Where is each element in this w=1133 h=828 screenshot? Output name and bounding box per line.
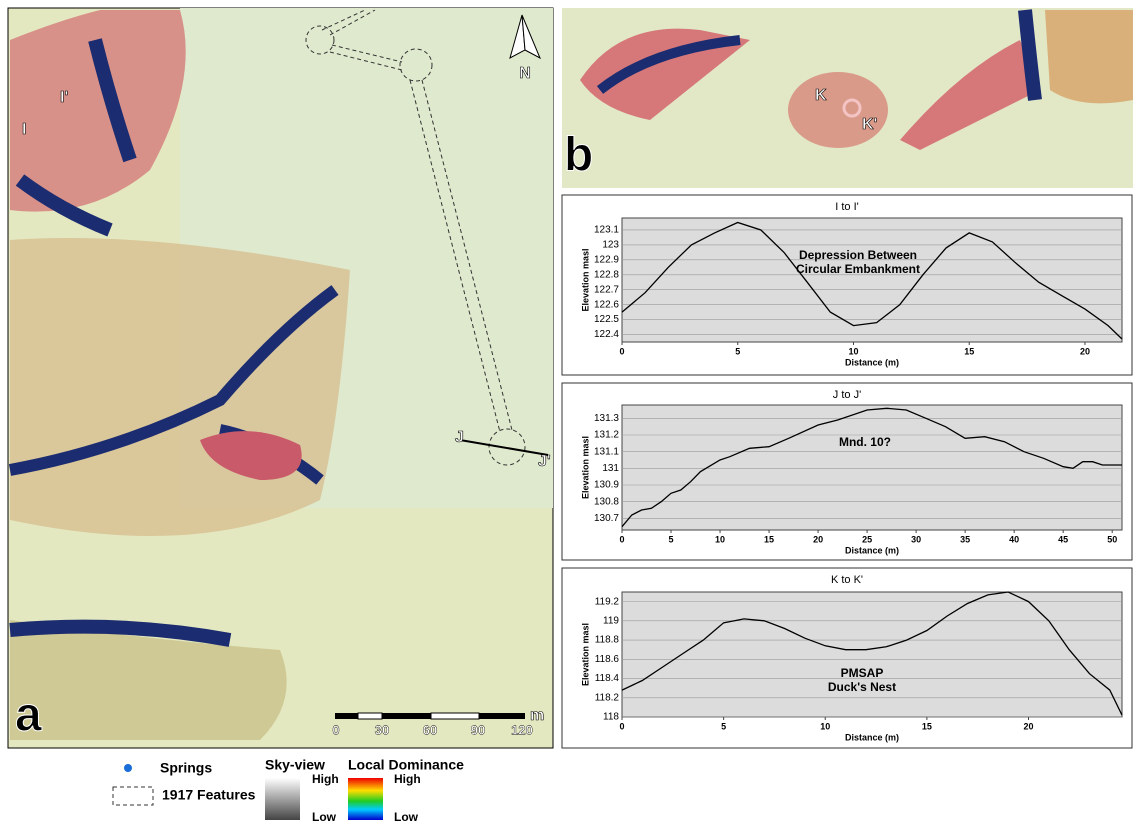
y-tick-label: 122.4 [594,329,619,340]
y-tick-label: 122.8 [594,269,619,280]
ridge [10,238,350,536]
y-tick-label: 130.9 [594,480,619,491]
plot-area [622,592,1122,717]
y-tick-label: 122.7 [594,284,619,295]
panel-label: b [564,129,593,182]
y-tick-label: 131 [602,463,619,474]
y-tick-label: 131.3 [594,413,619,424]
annotation: Mnd. 10? [839,435,891,449]
legend-label: Springs [160,760,212,776]
x-tick-label: 45 [1058,534,1068,544]
legend-label: 1917 Features [162,787,256,803]
legend-label: High [394,772,421,786]
chart-title: K to K' [831,574,863,586]
x-tick-label: 0 [619,721,624,731]
map-label: J [455,429,464,446]
y-tick-label: 118.2 [595,692,620,703]
x-tick-label: 20 [1023,721,1033,731]
map-label: I [22,121,26,138]
y-tick-label: 118 [603,712,619,723]
map-b: b K K' [562,8,1133,188]
scale-unit: m [530,707,544,724]
profile-chart: J to J' Elevation masl Distance (m) 130.7 13… [562,383,1132,560]
y-tick-label: 119 [603,615,619,626]
y-tick-label: 118.4 [595,673,620,684]
y-axis-label: Elevation masl [580,436,590,499]
y-tick-label: 130.8 [594,496,619,507]
x-tick-label: 35 [960,534,970,544]
legend-label: High [312,772,339,786]
annotation: Depression Between [799,248,917,262]
scale-label: 30 [375,722,389,737]
x-tick-label: 15 [764,534,774,544]
scale-label: 60 [423,722,437,737]
figure: N a I I' J J' 0 30 60 90 120 m b K K' Spring… [0,0,1133,823]
annotation: PMSAP [841,666,884,680]
chart-title: I to I' [835,201,859,213]
y-tick-label: 118.8 [595,635,620,646]
y-axis-label: Elevation masl [580,248,590,311]
x-tick-label: 5 [735,346,740,356]
x-tick-label: 0 [619,346,624,356]
north-label: N [519,65,531,82]
spring-icon [124,764,132,772]
y-axis-label: Elevation masl [580,623,590,686]
x-tick-label: 10 [715,534,725,544]
y-tick-label: 123.1 [594,225,619,236]
annotation: Duck's Nest [828,680,896,694]
x-tick-label: 50 [1107,534,1117,544]
x-tick-label: 0 [619,534,624,544]
x-axis-label: Distance (m) [845,732,899,742]
x-tick-label: 15 [922,721,932,731]
plot-area [622,405,1122,530]
y-tick-label: 122.5 [594,314,619,325]
x-tick-label: 15 [964,346,974,356]
y-tick-label: 131.2 [594,430,619,441]
x-axis-label: Distance (m) [845,545,899,555]
feature-icon [113,787,153,805]
annotation: Circular Embankment [796,262,920,276]
y-tick-label: 123 [602,240,619,251]
chart-title: J to J' [833,389,861,401]
y-tick-label: 122.9 [594,254,619,265]
y-tick-label: 118.6 [595,654,620,665]
mound [788,72,888,148]
map-label: J' [538,453,551,470]
scale-label: 0 [332,722,339,737]
map-label: K' [862,116,877,133]
map-a: N a I I' J J' 0 30 60 90 120 m [8,8,553,748]
y-tick-label: 119.2 [595,596,620,607]
x-tick-label: 25 [862,534,872,544]
skyview-ramp [265,778,300,820]
x-tick-label: 5 [721,721,726,731]
profile-chart: K to K' Elevation masl Distance (m) 118 118.… [562,568,1132,748]
dominance-ramp [348,778,383,820]
x-tick-label: 10 [820,721,830,731]
y-tick-label: 131.1 [594,446,619,457]
x-tick-label: 10 [848,346,858,356]
x-tick-label: 20 [813,534,823,544]
x-axis-label: Distance (m) [845,357,899,367]
map-label: I' [60,89,68,106]
profile-chart: I to I' Elevation masl Distance (m) 122.4 12… [562,195,1132,375]
y-tick-label: 122.6 [594,299,619,310]
legend-label: Low [312,810,337,823]
legend-label: Sky-view [265,757,325,773]
page: {"map_a":{"panel_label":"a","labels":["I… [0,0,1133,823]
scale-label: 90 [471,722,485,737]
panel-label: a [15,689,42,742]
x-tick-label: 30 [911,534,921,544]
scale-label: 120 [511,722,533,737]
scale-bar [335,713,525,719]
y-tick-label: 130.7 [594,513,619,524]
ridge [1045,10,1133,103]
legend-label: Low [394,810,419,823]
x-tick-label: 40 [1009,534,1019,544]
x-tick-label: 20 [1080,346,1090,356]
x-tick-label: 5 [669,534,674,544]
legend-label: Local Dominance [348,757,464,773]
map-label: K [815,87,827,104]
legend: Springs 1917 Features Sky-view High Low … [113,757,464,823]
